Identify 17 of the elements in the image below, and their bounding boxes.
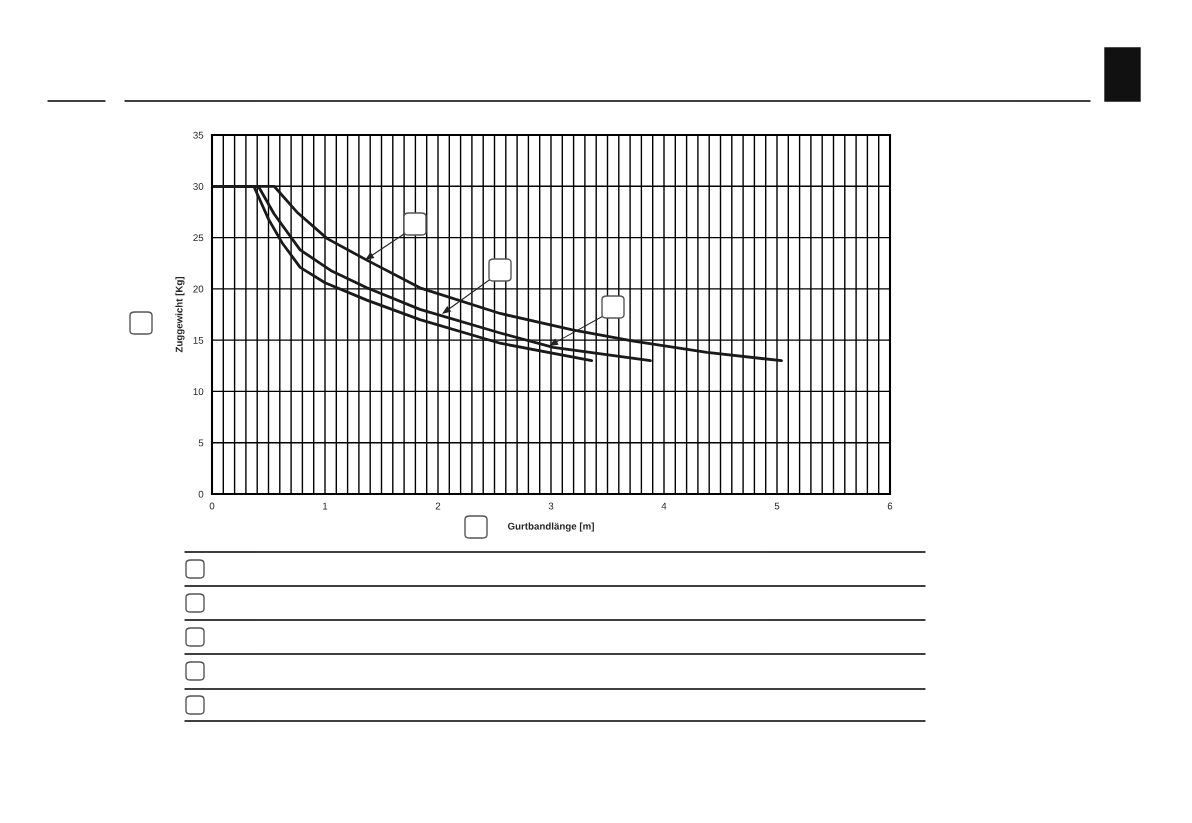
y-tick-label: 25 bbox=[193, 234, 204, 242]
x-axis-title: Gurtbandlänge [m] bbox=[507, 522, 594, 532]
x-tick-label: 2 bbox=[435, 502, 441, 510]
y-tick-label: 30 bbox=[193, 183, 204, 190]
x-tick-label: 5 bbox=[774, 502, 780, 510]
x-tick-label: 3 bbox=[548, 502, 554, 510]
x-tick-label: 6 bbox=[887, 502, 893, 510]
y-tick-label: 20 bbox=[193, 285, 204, 293]
y-tick-label: 35 bbox=[193, 131, 204, 139]
x-tick-label: 4 bbox=[661, 502, 667, 510]
y-tick-label: 0 bbox=[198, 490, 204, 498]
x-tick-label: 0 bbox=[209, 502, 215, 510]
y-axis-title: Zuggewicht [Kg] bbox=[175, 276, 185, 353]
y-tick-label: 15 bbox=[193, 336, 204, 344]
y-tick-label: 10 bbox=[193, 388, 204, 396]
x-tick-label: 1 bbox=[323, 502, 328, 510]
y-tick-label: 5 bbox=[198, 439, 204, 447]
